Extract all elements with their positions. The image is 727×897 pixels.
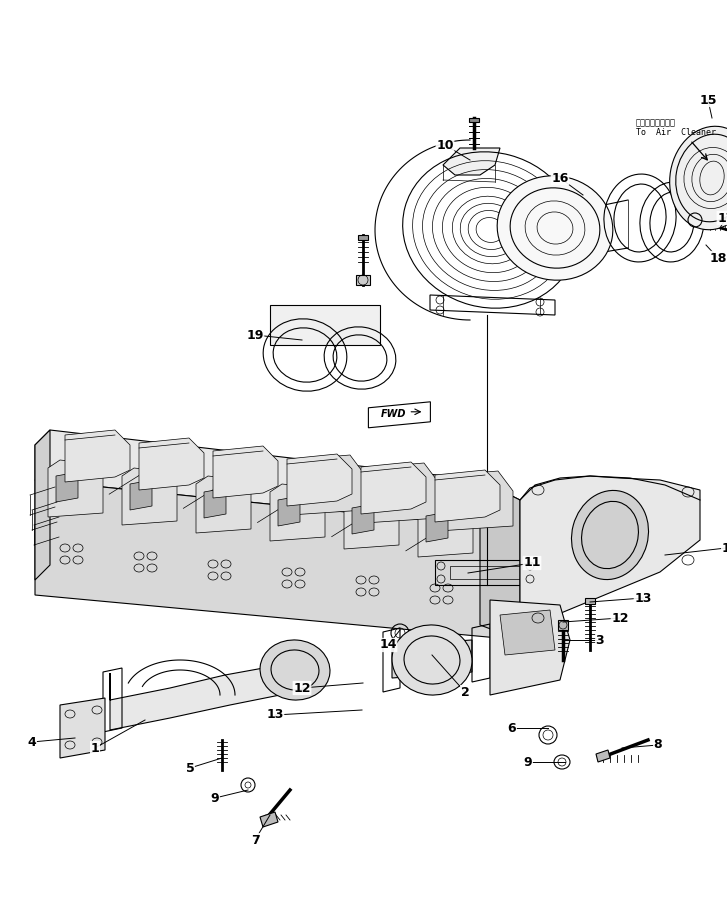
- Ellipse shape: [260, 640, 330, 700]
- Text: 13: 13: [635, 591, 651, 605]
- Polygon shape: [139, 438, 204, 490]
- Polygon shape: [352, 504, 374, 534]
- Polygon shape: [480, 480, 520, 640]
- Text: To  Air  Cleaner: To Air Cleaner: [636, 128, 716, 137]
- Text: 8: 8: [654, 738, 662, 752]
- Polygon shape: [596, 750, 610, 762]
- Polygon shape: [35, 430, 50, 580]
- Text: 4: 4: [28, 736, 36, 748]
- Polygon shape: [358, 235, 368, 240]
- Polygon shape: [287, 454, 352, 506]
- Polygon shape: [469, 118, 479, 122]
- Text: 1: 1: [722, 542, 727, 554]
- Text: エアークリーナへ: エアークリーナへ: [636, 118, 676, 127]
- Text: 1: 1: [91, 742, 100, 754]
- Text: 7: 7: [251, 833, 260, 847]
- Polygon shape: [56, 472, 78, 502]
- Polygon shape: [35, 430, 520, 530]
- Polygon shape: [364, 463, 439, 523]
- Polygon shape: [443, 148, 500, 175]
- Polygon shape: [65, 430, 130, 482]
- Polygon shape: [356, 275, 370, 285]
- Polygon shape: [438, 471, 513, 531]
- Polygon shape: [122, 468, 189, 525]
- Polygon shape: [585, 598, 595, 604]
- Polygon shape: [35, 480, 520, 640]
- Text: 12: 12: [293, 682, 310, 694]
- Polygon shape: [361, 462, 426, 514]
- Polygon shape: [204, 488, 226, 518]
- Text: FWD: FWD: [381, 409, 406, 419]
- Text: 14: 14: [379, 639, 397, 651]
- Text: 13: 13: [266, 709, 284, 721]
- Polygon shape: [490, 600, 570, 695]
- Polygon shape: [48, 460, 115, 517]
- Polygon shape: [270, 305, 380, 345]
- Text: 15: 15: [699, 93, 717, 107]
- Text: 6: 6: [507, 721, 516, 735]
- Ellipse shape: [571, 491, 648, 579]
- Text: 9: 9: [211, 791, 220, 805]
- Text: 2: 2: [461, 685, 470, 699]
- Text: 9: 9: [523, 755, 532, 769]
- Text: 11: 11: [523, 556, 541, 570]
- Polygon shape: [369, 402, 430, 428]
- Text: 16: 16: [551, 171, 569, 185]
- Polygon shape: [426, 512, 448, 542]
- Polygon shape: [418, 500, 485, 557]
- Text: 17: 17: [718, 212, 727, 224]
- Polygon shape: [130, 480, 152, 510]
- Ellipse shape: [392, 625, 472, 695]
- Polygon shape: [270, 484, 337, 541]
- Text: 5: 5: [185, 762, 194, 774]
- Polygon shape: [520, 476, 700, 630]
- Ellipse shape: [670, 126, 727, 230]
- Polygon shape: [278, 496, 300, 526]
- Polygon shape: [392, 640, 472, 678]
- Ellipse shape: [497, 176, 613, 280]
- Polygon shape: [558, 620, 568, 630]
- Text: 12: 12: [611, 612, 629, 624]
- Polygon shape: [344, 492, 411, 549]
- Text: 19: 19: [246, 328, 264, 342]
- Text: 18: 18: [710, 251, 727, 265]
- Polygon shape: [500, 610, 555, 655]
- Polygon shape: [196, 476, 263, 533]
- Text: 3: 3: [595, 633, 604, 647]
- Polygon shape: [60, 698, 105, 758]
- Polygon shape: [213, 446, 278, 498]
- Text: 10: 10: [436, 138, 454, 152]
- Polygon shape: [435, 470, 500, 522]
- Polygon shape: [260, 812, 278, 827]
- Polygon shape: [110, 658, 320, 730]
- Polygon shape: [290, 455, 365, 515]
